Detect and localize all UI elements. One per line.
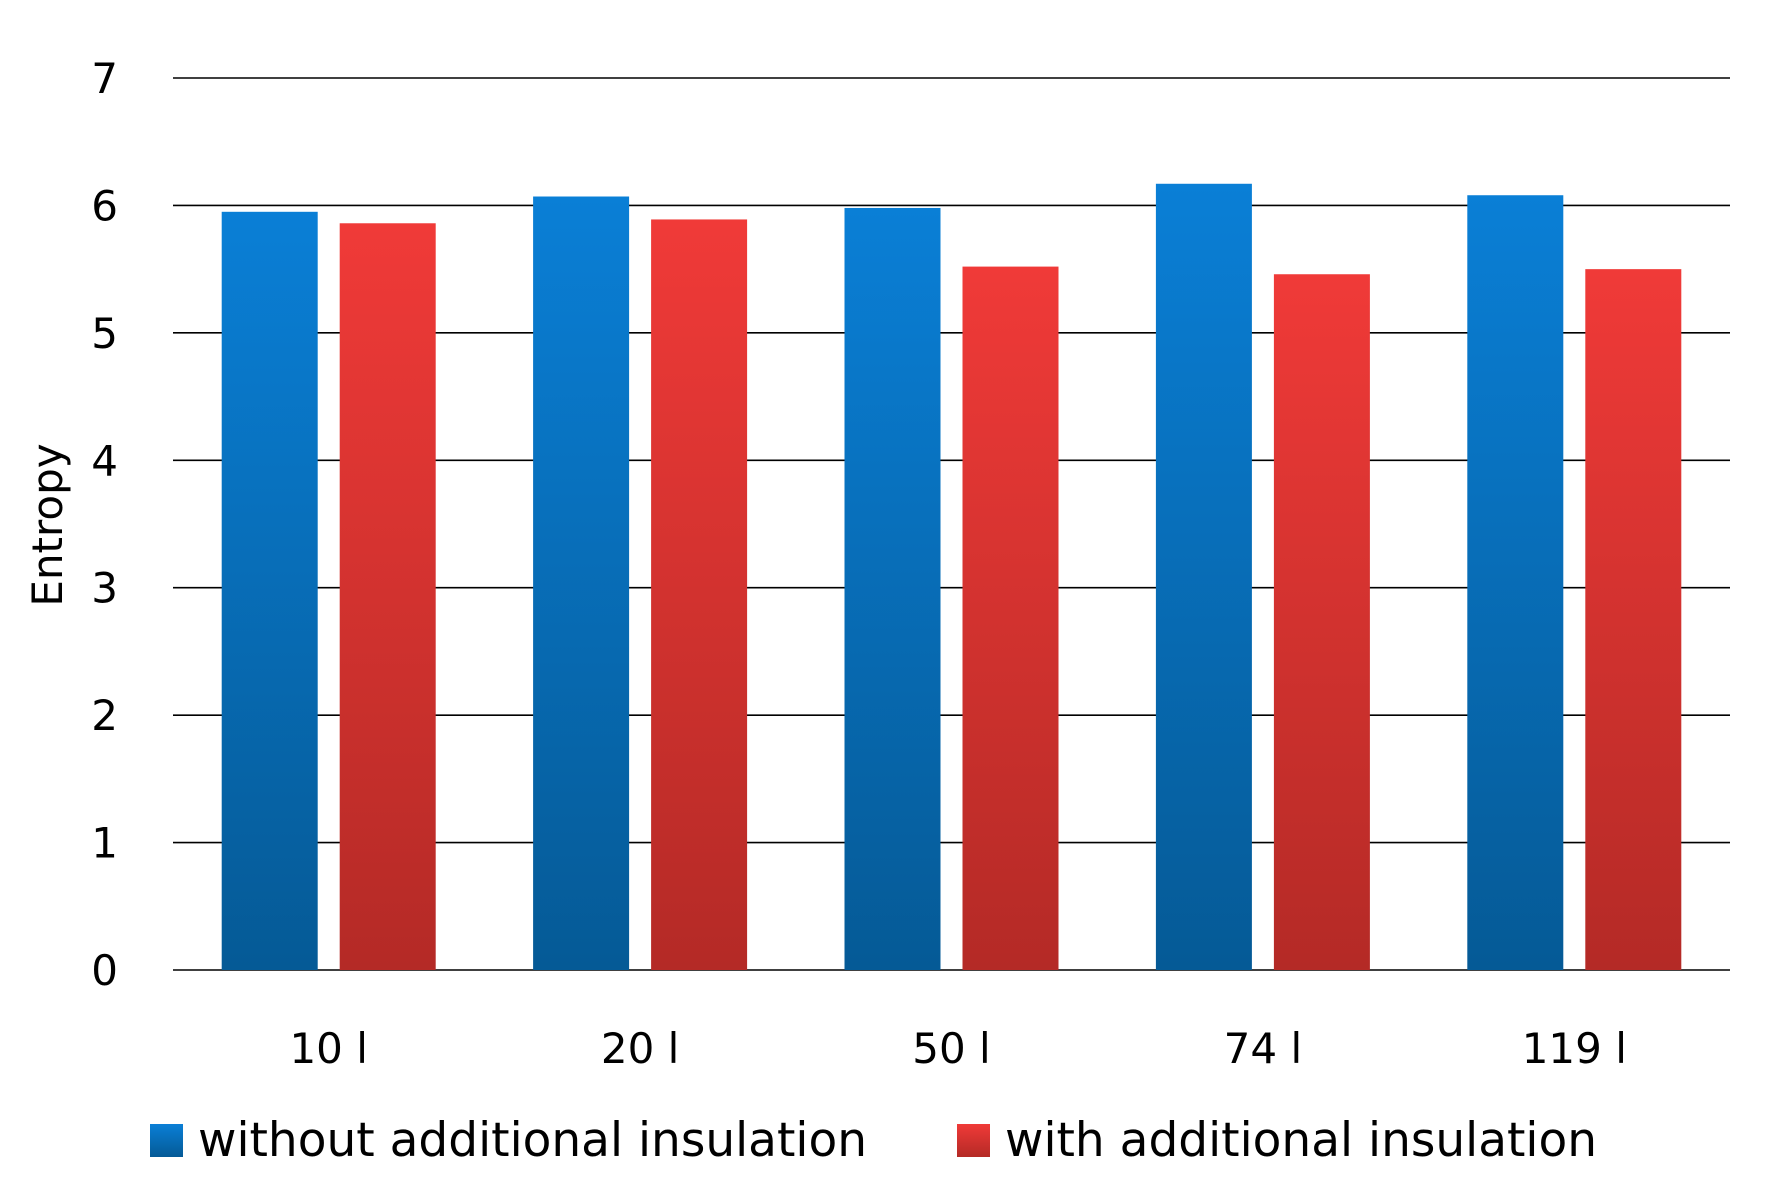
y-tick-label: 4	[91, 436, 118, 485]
y-axis-label: Entropy	[23, 443, 72, 606]
legend-swatch	[957, 1124, 990, 1157]
x-tick-label: 10 l	[289, 1024, 367, 1073]
legend-swatch	[150, 1124, 183, 1157]
bar-with-insulation-20l	[651, 219, 748, 971]
x-tick-label: 50 l	[912, 1024, 990, 1073]
x-tick-label: 20 l	[601, 1024, 679, 1073]
y-tick-label: 1	[91, 819, 118, 868]
bar-with-insulation-10l	[339, 223, 436, 971]
legend-label: with additional insulation	[1005, 1113, 1597, 1168]
bar-without-insulation-74l	[1155, 183, 1252, 970]
bar-without-insulation-20l	[533, 196, 630, 971]
bar-without-insulation-10l	[221, 211, 318, 971]
bar-with-insulation-50l	[962, 266, 1059, 970]
y-tick-label: 7	[91, 54, 118, 103]
x-tick-label: 74 l	[1224, 1024, 1302, 1073]
y-tick-label: 0	[91, 946, 118, 995]
y-tick-label: 2	[91, 691, 118, 740]
y-tick-label: 3	[91, 564, 118, 613]
bar-with-insulation-119l	[1585, 269, 1682, 971]
x-axis-ticks: 10 l 20 l 50 l 74 l 119 l	[289, 1024, 1626, 1073]
bars	[221, 183, 1682, 971]
bar-without-insulation-119l	[1467, 195, 1564, 971]
y-tick-label: 5	[91, 309, 118, 358]
legend-label: without additional insulation	[198, 1113, 867, 1168]
bar-with-insulation-74l	[1273, 274, 1370, 970]
bar-without-insulation-50l	[844, 207, 941, 970]
legend: without additional insulation with additi…	[150, 1113, 1597, 1168]
y-tick-label: 6	[91, 181, 118, 230]
y-axis-ticks: 0 1 2 3 4 5 6 7	[91, 54, 118, 995]
x-tick-label: 119 l	[1522, 1024, 1627, 1073]
